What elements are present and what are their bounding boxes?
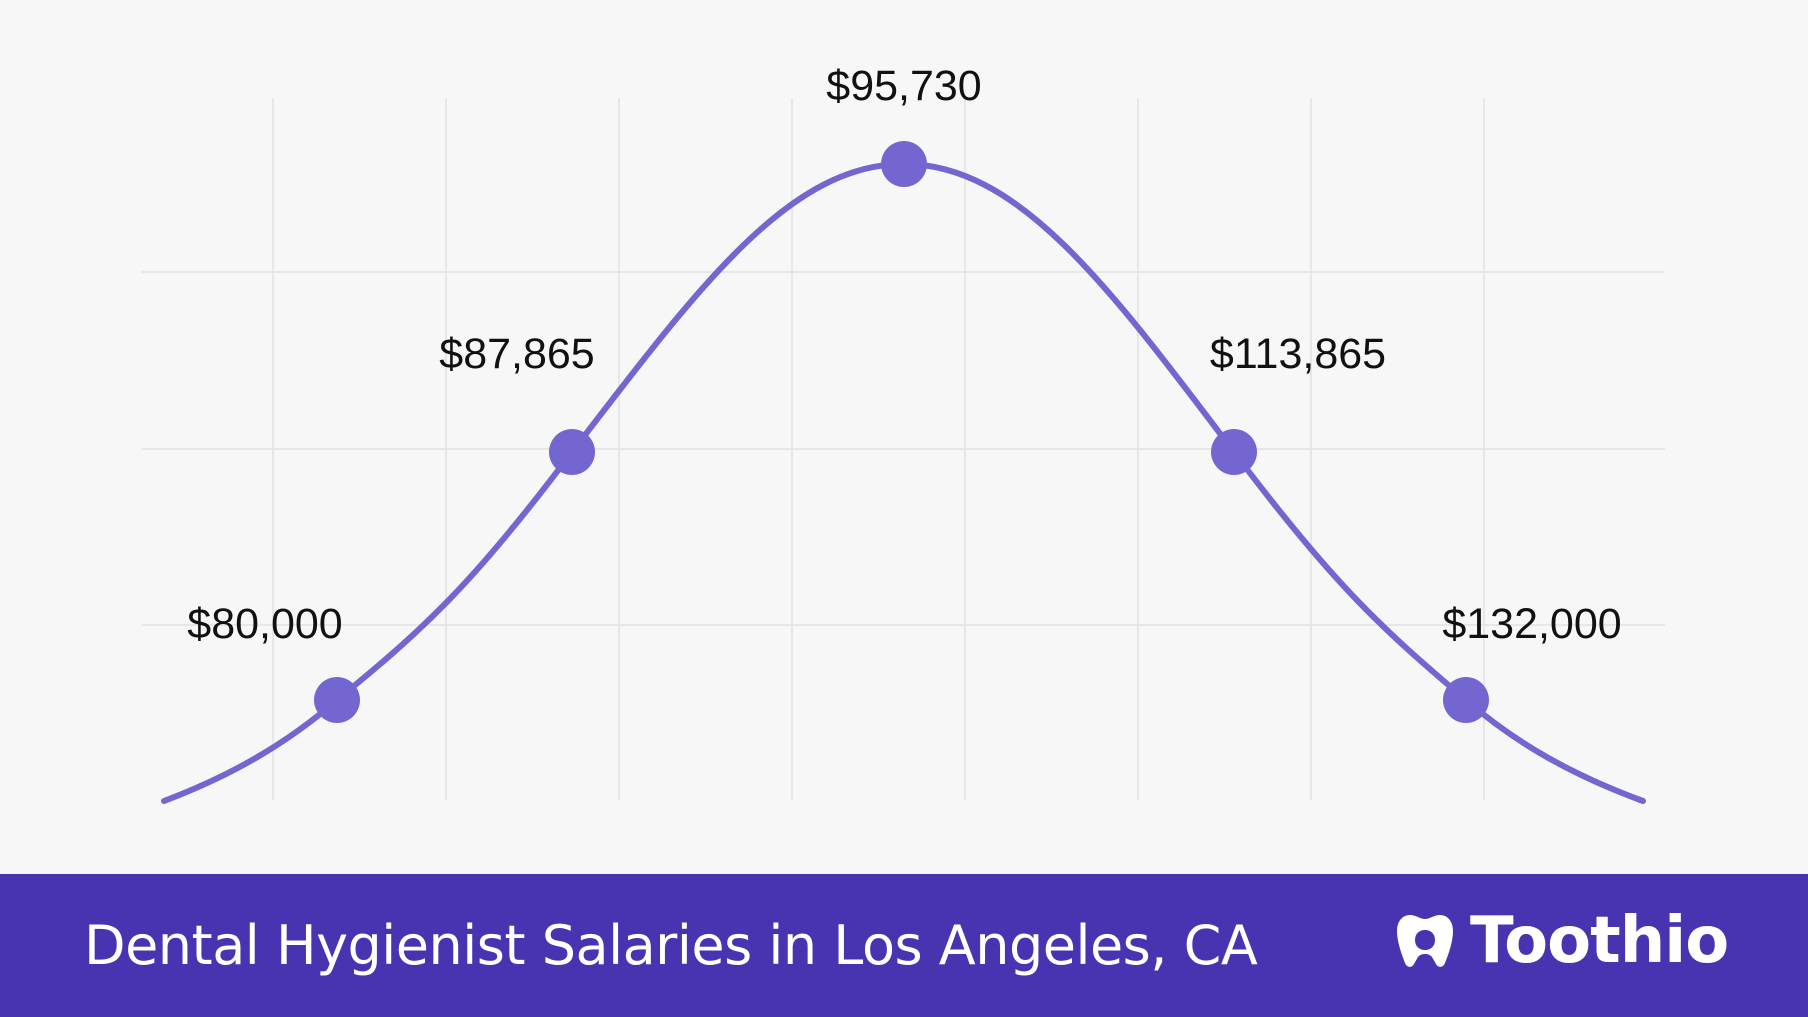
data-point-markers <box>314 141 1489 723</box>
data-point-80000[interactable] <box>314 677 360 723</box>
data-label-87865: $87,865 <box>439 330 595 378</box>
data-label-132000: $132,000 <box>1442 600 1622 648</box>
data-point-132000[interactable] <box>1443 677 1489 723</box>
brand-logo-link[interactable]: Toothio <box>1396 904 1729 978</box>
grid-lines <box>142 98 1665 800</box>
chart-title: Dental Hygienist Salaries in Los Angeles… <box>84 914 1258 977</box>
tooth-icon <box>1397 915 1453 967</box>
data-label-113865: $113,865 <box>1209 330 1387 378</box>
salary-curve-line <box>161 160 1646 804</box>
brand-name: Toothio <box>1470 904 1729 978</box>
data-point-95730[interactable] <box>881 141 927 187</box>
data-point-87865[interactable] <box>549 429 595 475</box>
data-point-113865[interactable] <box>1211 429 1257 475</box>
data-label-95730: $95,730 <box>826 62 982 110</box>
salary-bell-curve-chart <box>142 98 1665 804</box>
data-label-80000: $80,000 <box>187 600 343 648</box>
footer-banner: Dental Hygienist Salaries in Los Angeles… <box>0 874 1808 1017</box>
